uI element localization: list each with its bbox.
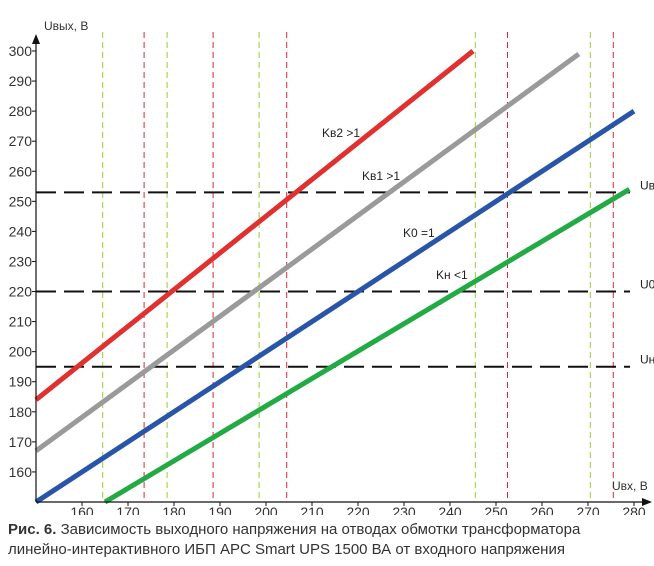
y-axis-arrow [32,34,40,44]
level-label: Uн [640,353,654,367]
y-tick-label: 240 [9,223,33,239]
x-tick-labels: 160 170 180 190 200 210 220 230 240 250 260 270 280 [70,504,646,515]
series-label: K0 =1 [403,226,435,240]
figure-caption: Рис. 6. Зависимость выходного напряжения… [8,520,648,560]
x-tick-label: 260 [530,504,554,515]
y-tick-label: 230 [9,253,33,269]
series-label: Kв2 >1 [322,126,360,140]
series-label: Kв1 >1 [362,169,400,183]
caption-text: Зависимость выходного напряжения на отво… [8,521,581,558]
y-tick-label: 250 [9,193,33,209]
y-tick-label: 180 [9,404,33,420]
x-tick-label: 200 [254,504,278,515]
x-tick-label: 240 [438,504,462,515]
y-tick-label: 200 [9,344,33,360]
y-tick-label: 290 [9,73,33,89]
y-tick-label: 160 [9,464,33,480]
level-label: Uв [640,178,654,192]
x-tick-label: 220 [346,504,370,515]
series-line [34,51,581,453]
level-label: U0 [640,278,654,292]
x-tick-label: 160 [70,504,94,515]
x-tick-label: 210 [300,504,324,515]
y-tick-label: 300 [9,43,33,59]
y-tick-label: 210 [9,314,33,330]
y-tick-label: 280 [9,103,33,119]
axes [32,34,652,506]
y-tick-label: 270 [9,133,33,149]
chart: 160 170 180 190 200 210 220 230 240 250 260 270 280 2… [9,19,654,515]
vertical-marker-lines [102,32,614,502]
y-tick-label: 170 [9,434,33,450]
x-tick-label: 230 [392,504,416,515]
y-tick-label: 190 [9,374,33,390]
series-line [103,187,631,505]
x-tick-label: 280 [622,504,646,515]
x-tick-label: 180 [162,504,186,515]
figure-label: Рис. 6. [8,521,57,538]
series-line [34,109,636,505]
series-label: Kн <1 [436,268,468,282]
x-tick-label: 270 [576,504,600,515]
x-axis-label: Uвх, В [612,479,648,493]
x-axis-arrow [642,498,652,506]
series-line [34,49,475,402]
horizontal-level-lines [36,191,630,368]
x-tick-label: 170 [116,504,140,515]
x-tick-label: 190 [208,504,232,515]
chart-labels: Uв U0 Uн Kв2 >1 Kв1 >1 K0 =1 Kн <1 Uвых, В Uвх, … [44,19,654,493]
y-axis-label: Uвых, В [44,19,88,33]
x-tick-label: 250 [484,504,508,515]
series-lines [34,49,636,505]
y-tick-labels: 160 170 180 190 200 210 220 230 240 250 260 270 280 2… [9,43,33,480]
y-tick-label: 260 [9,163,33,179]
y-tick-label: 220 [9,284,33,300]
